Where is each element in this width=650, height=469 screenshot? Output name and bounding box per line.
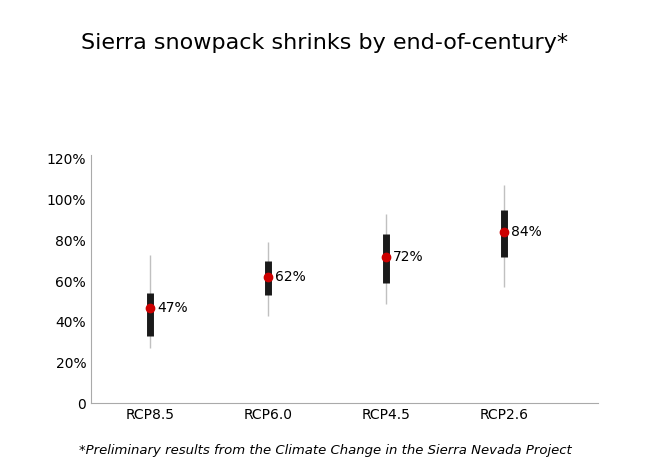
Text: 62%: 62% <box>275 270 306 284</box>
Text: 47%: 47% <box>157 301 188 315</box>
Text: Sierra snowpack shrinks by end-of-century*: Sierra snowpack shrinks by end-of-centur… <box>81 33 569 53</box>
Text: 84%: 84% <box>511 225 541 239</box>
Text: 72%: 72% <box>393 250 423 264</box>
Text: *Preliminary results from the Climate Change in the Sierra Nevada Project: *Preliminary results from the Climate Ch… <box>79 444 571 457</box>
